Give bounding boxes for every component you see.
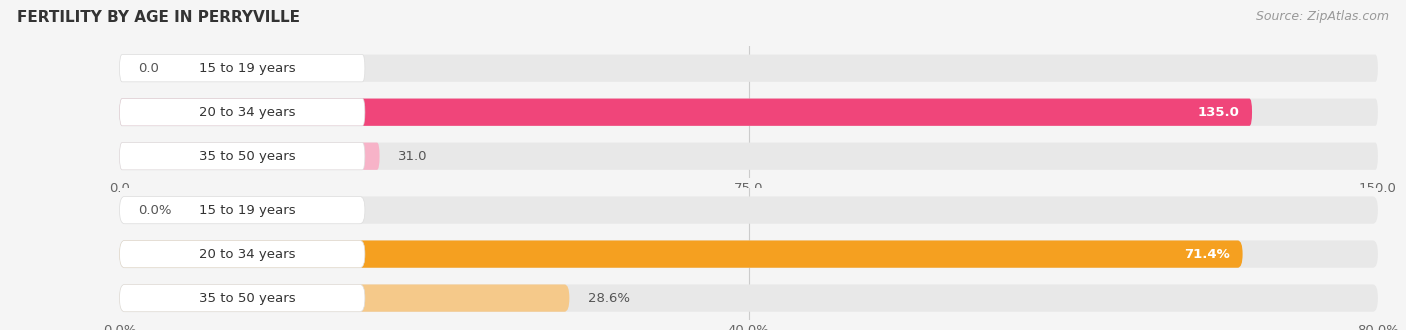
- Text: FERTILITY BY AGE IN PERRYVILLE: FERTILITY BY AGE IN PERRYVILLE: [17, 10, 299, 25]
- FancyBboxPatch shape: [120, 241, 1378, 268]
- FancyBboxPatch shape: [120, 196, 366, 224]
- Text: 15 to 19 years: 15 to 19 years: [198, 62, 295, 75]
- Text: 20 to 34 years: 20 to 34 years: [198, 106, 295, 119]
- Text: 0.0: 0.0: [138, 62, 159, 75]
- Text: 15 to 19 years: 15 to 19 years: [198, 204, 295, 216]
- FancyBboxPatch shape: [120, 196, 1378, 224]
- Text: 71.4%: 71.4%: [1184, 248, 1230, 261]
- FancyBboxPatch shape: [120, 143, 1378, 170]
- FancyBboxPatch shape: [120, 284, 366, 312]
- Text: Source: ZipAtlas.com: Source: ZipAtlas.com: [1256, 10, 1389, 23]
- Text: 135.0: 135.0: [1198, 106, 1240, 119]
- FancyBboxPatch shape: [120, 241, 366, 268]
- FancyBboxPatch shape: [120, 99, 366, 126]
- Text: 0.0%: 0.0%: [138, 204, 172, 216]
- Text: 35 to 50 years: 35 to 50 years: [198, 150, 295, 163]
- FancyBboxPatch shape: [120, 143, 366, 170]
- FancyBboxPatch shape: [120, 284, 1378, 312]
- FancyBboxPatch shape: [120, 99, 1253, 126]
- FancyBboxPatch shape: [120, 54, 1378, 82]
- FancyBboxPatch shape: [120, 99, 1378, 126]
- FancyBboxPatch shape: [120, 143, 380, 170]
- FancyBboxPatch shape: [120, 54, 366, 82]
- Text: 31.0: 31.0: [398, 150, 427, 163]
- FancyBboxPatch shape: [120, 241, 1243, 268]
- Text: 35 to 50 years: 35 to 50 years: [198, 292, 295, 305]
- FancyBboxPatch shape: [120, 284, 569, 312]
- Text: 28.6%: 28.6%: [588, 292, 630, 305]
- Text: 20 to 34 years: 20 to 34 years: [198, 248, 295, 261]
